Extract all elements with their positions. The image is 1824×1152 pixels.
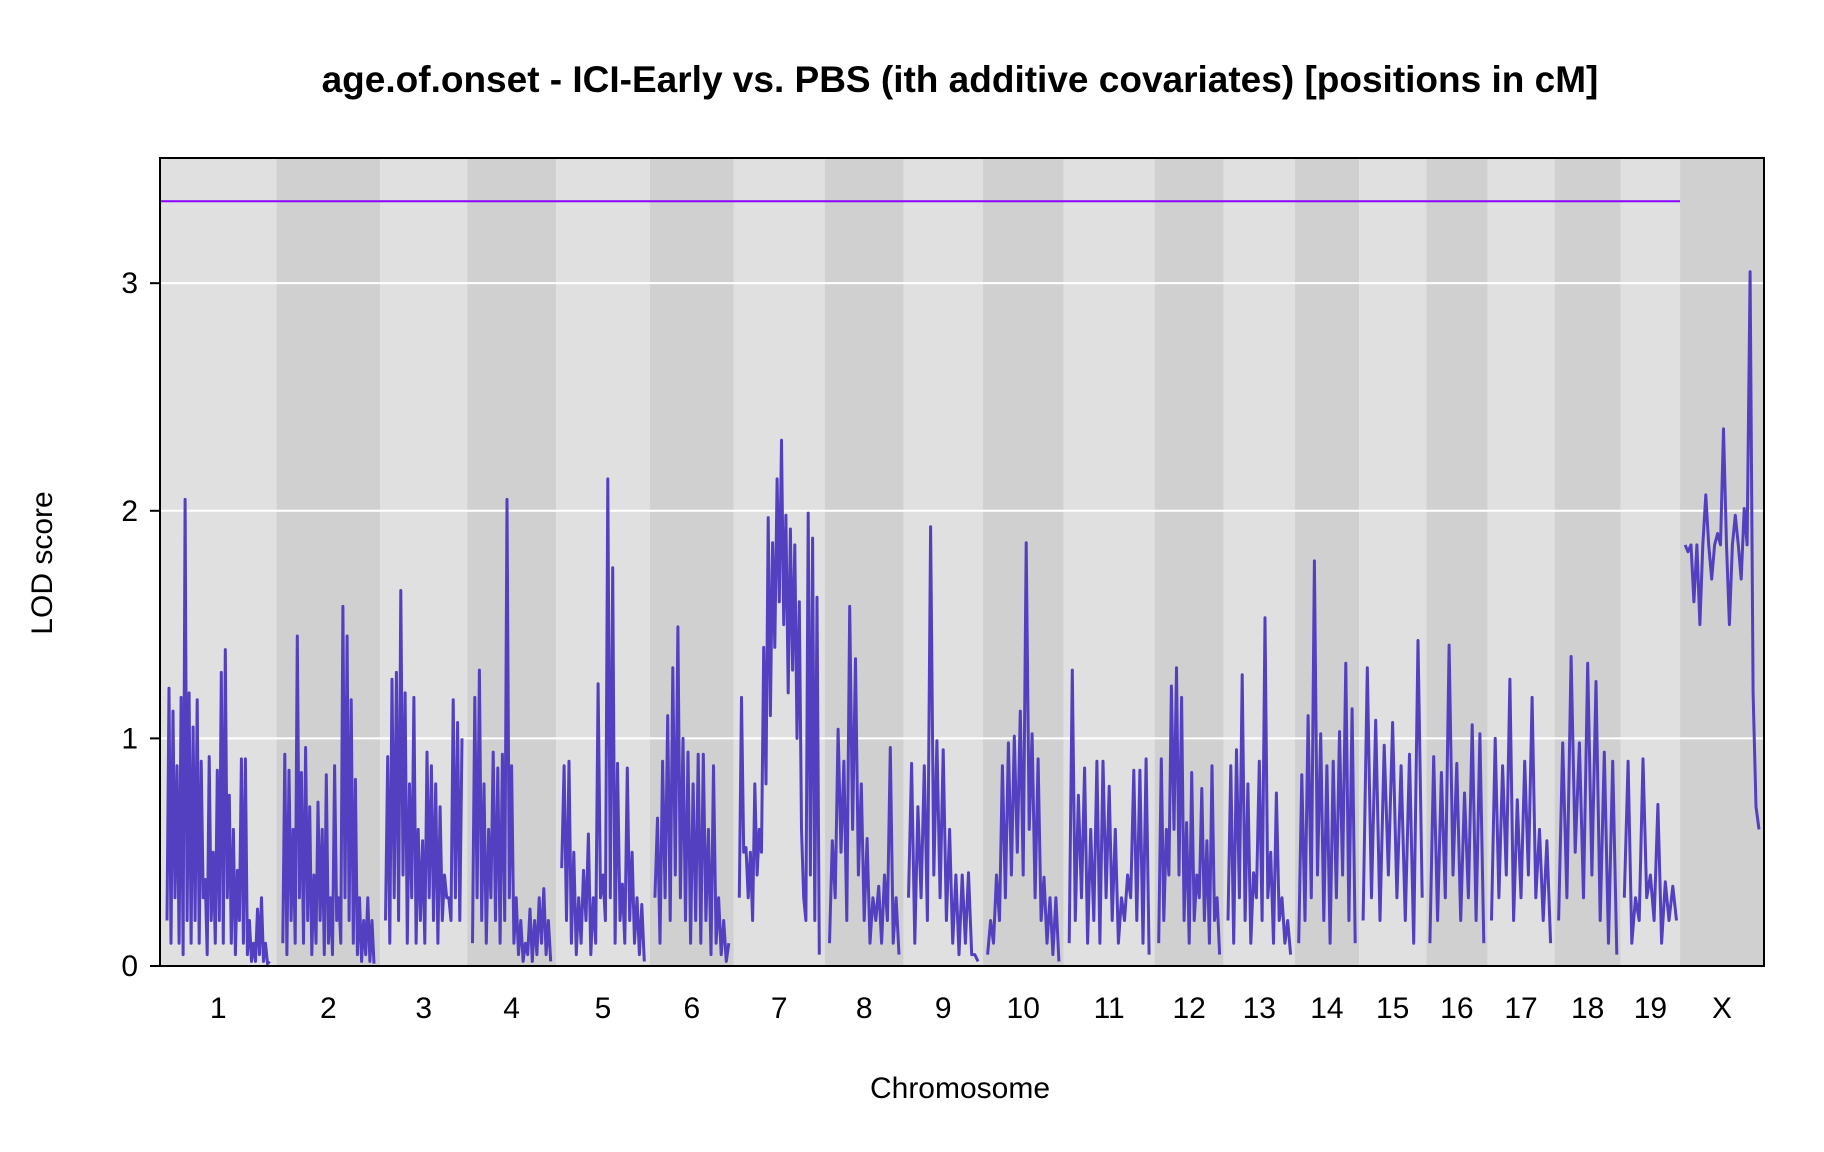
lod-curve-chr-X [1683,270,1761,830]
chromosome-band-5 [556,158,650,966]
lod-curve-chr-16 [1428,643,1486,944]
x-tick-label-chr-14: 14 [1310,992,1343,1025]
x-tick-label-chr-3: 3 [415,992,432,1025]
x-tick-label-chr-9: 9 [935,992,952,1025]
lod-curve-chr-1 [165,497,271,966]
lod-curve-chr-2 [281,604,376,964]
y-tick-label-0: 0 [121,950,138,983]
plot-frame [159,157,1765,967]
lod-curve-chr-18 [1557,655,1619,955]
x-tick-label-chr-5: 5 [595,992,612,1025]
lod-curve-chr-14 [1297,559,1357,945]
x-tick-label-chr-4: 4 [503,992,520,1025]
y-axis-label: LOD score [26,491,59,634]
x-tick-label-chr-18: 18 [1571,992,1604,1025]
x-axis-label: Chromosome [870,1072,1050,1105]
lod-curve-chr-17 [1490,677,1553,944]
lod-curve-chr-7 [737,438,821,955]
lod-curve-chr-6 [653,625,731,963]
x-tick-label-chr-12: 12 [1172,992,1205,1025]
lod-curve-chr-4 [471,497,553,963]
x-tick-label-chr-2: 2 [320,992,337,1025]
x-tick-label-chr-7: 7 [771,992,788,1025]
x-tick-label-chr-19: 19 [1634,992,1667,1025]
chart-title: age.of.onset - ICI-Early vs. PBS (ith ad… [322,59,1599,100]
lod-curve-chr-9 [907,525,980,963]
lod-curve-chr-11 [1067,668,1151,955]
x-tick-label-chr-13: 13 [1243,992,1276,1025]
y-tick-label-2: 2 [121,495,138,528]
x-tick-label-chr-17: 17 [1504,992,1537,1025]
x-tick-label-chr-8: 8 [856,992,873,1025]
y-tick-label-1: 1 [121,722,138,755]
x-tick-label-chr-1: 1 [210,992,227,1025]
lod-curve-chr-10 [986,541,1061,962]
x-tick-label-chr-10: 10 [1007,992,1040,1025]
lod-curve-chr-13 [1226,616,1293,955]
lod-curve-chr-5 [560,477,646,962]
x-tick-label-chr-6: 6 [684,992,701,1025]
lod-curve-chr-19 [1622,757,1678,945]
lod-curve-chr-12 [1157,666,1222,955]
x-tick-label-chr-X: X [1712,992,1732,1025]
lod-curve-chr-15 [1361,639,1424,945]
lod-curve-chr-8 [828,604,901,955]
x-tick-label-chr-15: 15 [1376,992,1409,1025]
x-tick-label-chr-16: 16 [1440,992,1473,1025]
y-tick-label-3: 3 [121,267,138,300]
lod-curve-chr-3 [384,589,464,945]
x-tick-label-chr-11: 11 [1094,992,1125,1025]
